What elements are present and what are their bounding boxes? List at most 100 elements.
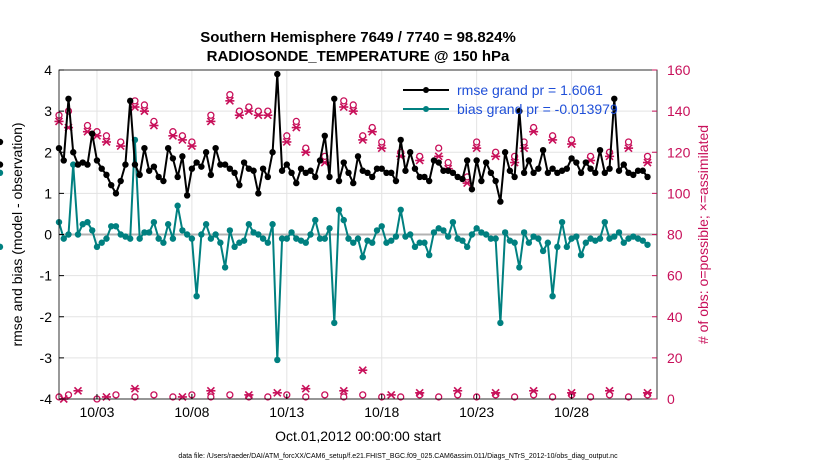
bias-point <box>278 235 286 242</box>
rmse-point <box>131 161 139 168</box>
bias-point <box>136 235 143 242</box>
bias-point <box>331 319 338 327</box>
rmse-point <box>611 95 618 102</box>
obs-assimilated-marker <box>130 102 140 112</box>
obs-assimilated-marker <box>225 96 235 105</box>
bias-point <box>150 218 158 226</box>
obs-possible-marker <box>292 117 300 126</box>
obs-assimilated-marker <box>358 135 368 144</box>
right-y-tick-label: 100 <box>667 185 691 201</box>
bias-point <box>554 243 561 251</box>
rmse-point <box>331 95 338 102</box>
bias-point <box>335 206 343 214</box>
footer-note: data file: /Users/raeder/DAI/ATM_forcXX/… <box>178 453 618 460</box>
rmse-point <box>231 169 238 177</box>
bias-point <box>340 216 347 224</box>
bias-point <box>373 227 381 234</box>
bias-point <box>611 233 618 240</box>
bias-point <box>84 218 91 226</box>
rmse-point <box>606 165 613 172</box>
legend-rmse-label: rmse grand pr = 1.6061 <box>457 82 603 98</box>
obs-possible-marker <box>169 393 177 401</box>
rmse-point <box>136 171 143 179</box>
obs-assimilated-marker <box>623 144 634 153</box>
obs-possible-marker <box>510 393 519 401</box>
rmse-point <box>411 165 419 172</box>
rmse-point <box>350 179 357 187</box>
legend: rmse grand pr = 1.6061 bias grand pr = -… <box>403 82 618 117</box>
obs-possible-marker <box>397 393 405 401</box>
obs-possible-marker <box>340 393 348 401</box>
rmse-point <box>312 173 319 181</box>
obs-possible-marker <box>435 144 443 152</box>
obs-assimilated-marker <box>491 152 501 161</box>
rmse-point <box>463 157 471 164</box>
bias-point <box>316 235 324 242</box>
bias-point <box>217 239 224 246</box>
bias-point <box>307 231 314 238</box>
rmse-point <box>421 173 428 181</box>
y-tick-label: -3 <box>40 350 53 366</box>
obs-assimilated-marker <box>168 131 178 140</box>
bias-point <box>245 221 253 228</box>
bias-point <box>563 243 571 251</box>
right-y-tick-label: 160 <box>667 62 691 78</box>
rmse-point <box>587 165 594 172</box>
obs-assimilated-marker <box>301 384 311 393</box>
rmse-point <box>160 177 167 185</box>
y-tick-label: 3 <box>44 103 52 119</box>
rmse-point <box>316 157 324 164</box>
obs-possible-marker <box>150 391 158 399</box>
bias-point <box>492 235 499 242</box>
rmse-point <box>179 153 186 160</box>
bias-point <box>198 231 205 238</box>
obs-possible-marker <box>473 138 481 146</box>
bias-point <box>193 292 200 300</box>
bias-point <box>145 229 153 236</box>
rmse-point <box>212 144 219 152</box>
x-tick-label: 10/23 <box>459 404 494 420</box>
obs-possible-marker <box>264 393 272 401</box>
obs-assimilated-marker <box>291 123 301 132</box>
bias-point <box>231 243 238 251</box>
rmse-point <box>283 161 291 168</box>
rmse-point <box>112 190 120 197</box>
right-y-tick-label: 20 <box>667 350 683 366</box>
right-y-tick-label: 80 <box>667 227 683 243</box>
bias-point <box>573 233 580 240</box>
rmse-point <box>108 181 115 189</box>
bias-point <box>288 229 295 236</box>
bias-point <box>126 235 134 242</box>
bias-point <box>264 239 272 246</box>
rmse-point <box>164 144 172 152</box>
bias-point <box>359 253 366 261</box>
rmse-point <box>630 171 637 179</box>
obs-assimilated-marker <box>244 390 254 399</box>
rmse-point <box>326 173 333 181</box>
bias-point <box>407 231 414 238</box>
bias-point <box>0 169 4 177</box>
rmse-point <box>221 161 229 168</box>
rmse-point <box>530 169 537 177</box>
obs-assimilated-marker <box>529 386 539 395</box>
rmse-point <box>269 149 276 156</box>
bias-point <box>302 239 309 246</box>
legend-bias-label: bias grand pr = -0.013979 <box>457 101 618 117</box>
bias-point <box>160 239 167 246</box>
obs-assimilated-marker <box>282 137 292 147</box>
obs-possible-marker <box>64 391 73 399</box>
rmse-point <box>601 169 608 177</box>
bias-point <box>174 202 181 209</box>
obs-assimilated-marker <box>139 107 149 116</box>
legend-bias-marker <box>423 106 429 112</box>
rmse-point <box>563 165 571 172</box>
bias-series <box>0 136 651 364</box>
bias-point <box>321 235 328 242</box>
obs-assimilated-marker <box>358 366 368 375</box>
rmse-point <box>392 177 400 185</box>
bias-point <box>283 235 291 242</box>
bias-point <box>98 239 105 246</box>
bias-point <box>0 243 4 251</box>
bias-point <box>93 243 101 251</box>
